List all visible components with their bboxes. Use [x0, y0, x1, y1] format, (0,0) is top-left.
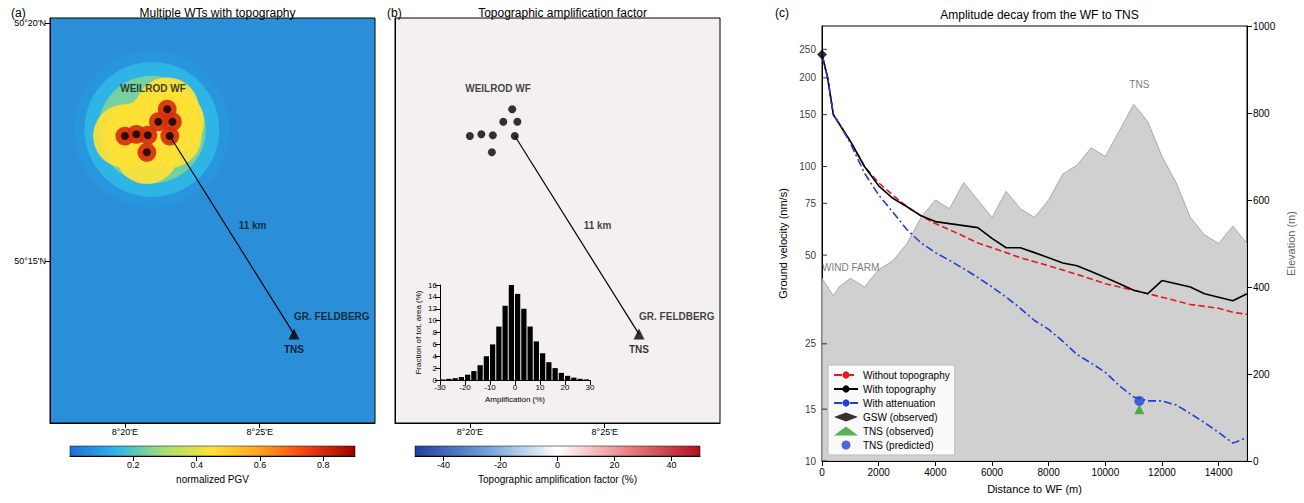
- svg-text:10: 10: [428, 316, 437, 325]
- svg-text:(c): (c): [775, 6, 789, 20]
- svg-text:0: 0: [1253, 456, 1259, 467]
- svg-text:(b): (b): [387, 6, 402, 20]
- svg-text:6: 6: [433, 340, 438, 349]
- svg-text:Multiple WTs with topography: Multiple WTs with topography: [139, 6, 295, 20]
- svg-text:14000: 14000: [1205, 467, 1233, 478]
- svg-text:8°25'E: 8°25'E: [247, 427, 273, 437]
- svg-text:30: 30: [586, 383, 595, 392]
- svg-text:12000: 12000: [1148, 467, 1176, 478]
- svg-text:TNS: TNS: [629, 344, 649, 355]
- svg-text:2: 2: [433, 364, 438, 373]
- svg-text:200: 200: [799, 72, 816, 83]
- svg-text:0.6: 0.6: [254, 460, 267, 470]
- svg-text:Topographic amplification fact: Topographic amplification factor: [478, 6, 647, 20]
- svg-text:GR. FELDBERG: GR. FELDBERG: [639, 311, 715, 322]
- svg-text:75: 75: [805, 198, 817, 209]
- svg-text:Amplification (%): Amplification (%): [485, 395, 545, 404]
- svg-text:TNS (predicted): TNS (predicted): [863, 440, 934, 451]
- svg-text:WEILROD WF: WEILROD WF: [120, 83, 186, 94]
- svg-text:Amplitude decay from the WF to: Amplitude decay from the WF to TNS: [940, 8, 1139, 22]
- svg-text:TNS: TNS: [284, 344, 304, 355]
- svg-text:10: 10: [805, 456, 817, 467]
- svg-text:With attenuation: With attenuation: [863, 398, 935, 409]
- svg-text:8°20'E: 8°20'E: [112, 427, 138, 437]
- svg-text:TNS (observed): TNS (observed): [863, 426, 934, 437]
- svg-text:20: 20: [561, 383, 570, 392]
- svg-text:400: 400: [1253, 282, 1270, 293]
- svg-text:12: 12: [428, 304, 437, 313]
- svg-text:8°25'E: 8°25'E: [592, 427, 618, 437]
- svg-text:2000: 2000: [868, 467, 891, 478]
- svg-text:GR. FELDBERG: GR. FELDBERG: [294, 311, 370, 322]
- svg-text:-30: -30: [434, 383, 446, 392]
- svg-text:8°20'E: 8°20'E: [457, 427, 483, 437]
- svg-text:11 km: 11 km: [239, 220, 267, 231]
- svg-text:(a): (a): [11, 6, 26, 20]
- svg-text:-40: -40: [437, 460, 450, 470]
- svg-text:4: 4: [433, 352, 438, 361]
- svg-text:With topography: With topography: [863, 384, 936, 395]
- svg-text:8: 8: [433, 328, 438, 337]
- svg-text:0: 0: [432, 375, 437, 385]
- svg-text:40: 40: [666, 460, 676, 470]
- svg-text:GSW (observed): GSW (observed): [863, 412, 937, 423]
- svg-text:14: 14: [428, 292, 437, 301]
- svg-text:-10: -10: [484, 383, 496, 392]
- svg-text:150: 150: [799, 109, 816, 120]
- svg-text:0.8: 0.8: [317, 460, 330, 470]
- svg-text:Elevation (m): Elevation (m): [1285, 211, 1297, 276]
- svg-text:100: 100: [799, 161, 816, 172]
- svg-text:TNS: TNS: [1129, 79, 1149, 90]
- svg-text:50°20'N: 50°20'N: [14, 17, 46, 28]
- svg-text:800: 800: [1253, 108, 1270, 119]
- svg-text:6000: 6000: [981, 467, 1004, 478]
- svg-text:15: 15: [805, 404, 817, 415]
- svg-text:20: 20: [609, 460, 619, 470]
- svg-text:200: 200: [1253, 369, 1270, 380]
- svg-text:Distance to WF (m): Distance to WF (m): [987, 483, 1082, 495]
- svg-text:600: 600: [1253, 195, 1270, 206]
- svg-text:0: 0: [513, 383, 518, 392]
- svg-text:4000: 4000: [924, 467, 947, 478]
- svg-text:1000: 1000: [1253, 21, 1276, 32]
- svg-text:Without topography: Without topography: [863, 370, 950, 381]
- svg-text:250: 250: [799, 44, 816, 55]
- svg-text:WIND FARM: WIND FARM: [822, 262, 879, 273]
- svg-text:-20: -20: [459, 383, 471, 392]
- svg-text:8000: 8000: [1038, 467, 1061, 478]
- svg-text:10000: 10000: [1091, 467, 1119, 478]
- svg-text:10: 10: [536, 383, 545, 392]
- svg-text:Fraction of tot. area (%): Fraction of tot. area (%): [414, 290, 423, 374]
- svg-text:Topographic amplification fact: Topographic amplification factor (%): [478, 474, 637, 485]
- svg-text:0: 0: [555, 460, 560, 470]
- svg-text:normalized PGV: normalized PGV: [176, 474, 249, 485]
- svg-text:0.4: 0.4: [190, 460, 203, 470]
- svg-text:50: 50: [805, 250, 817, 261]
- svg-text:11 km: 11 km: [584, 220, 612, 231]
- svg-text:-20: -20: [494, 460, 507, 470]
- svg-text:WEILROD WF: WEILROD WF: [465, 83, 531, 94]
- svg-text:16: 16: [428, 281, 437, 290]
- svg-text:0: 0: [819, 467, 825, 478]
- svg-text:0.2: 0.2: [127, 460, 140, 470]
- svg-text:Ground velocity (nm/s): Ground velocity (nm/s): [777, 188, 789, 299]
- svg-text:25: 25: [805, 338, 817, 349]
- svg-text:50°15'N: 50°15'N: [14, 256, 46, 266]
